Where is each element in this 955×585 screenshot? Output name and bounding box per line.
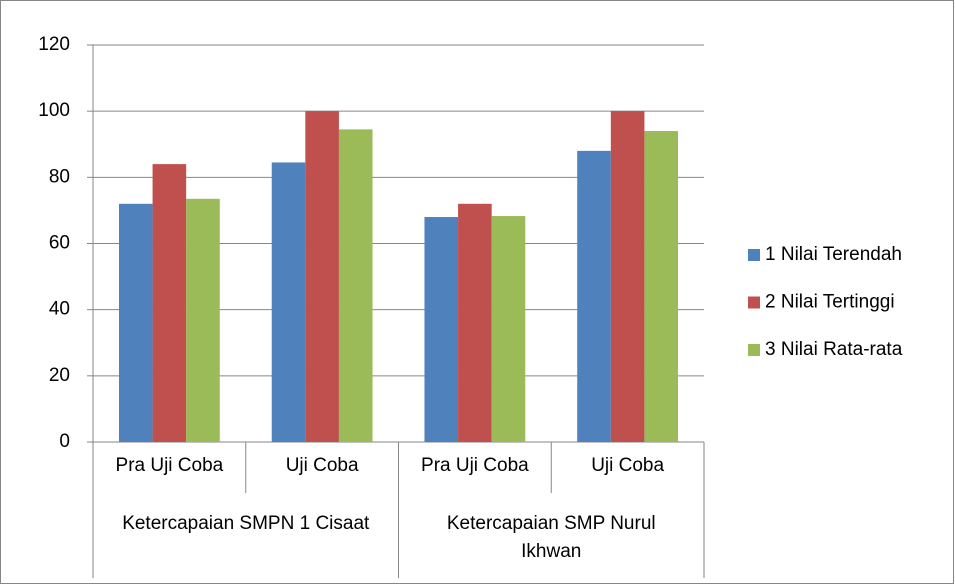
y-tick-label: 80: [49, 166, 70, 187]
group-label: Ketercapaian SMPN 1 Cisaat: [122, 513, 370, 534]
y-tick-label: 120: [38, 34, 70, 55]
bar: [644, 131, 679, 442]
legend-swatch: [748, 344, 760, 356]
legend-label: 1 Nilai Terendah: [765, 244, 902, 265]
y-tick-label: 40: [49, 299, 70, 320]
legend-label: 3 Nilai Rata-rata: [765, 339, 903, 360]
bar: [577, 150, 611, 442]
legend-swatch: [748, 296, 760, 309]
bar: [152, 164, 187, 442]
bar: [424, 217, 459, 442]
group-label: Ketercapaian SMP Nurul Ikhwan: [446, 513, 656, 562]
bar: [458, 203, 492, 442]
x-tick-label: Pra Uji Coba: [421, 455, 529, 476]
legend-swatch: [748, 249, 760, 261]
bar: [338, 129, 373, 443]
y-tick-label: 20: [49, 365, 70, 386]
x-tick-label: Pra Uji Coba: [115, 455, 224, 476]
bar: [186, 198, 220, 442]
legend-label: 2 Nilai Tertinggi: [765, 292, 895, 313]
x-tick-label: Uji Coba: [591, 455, 665, 476]
bar: [118, 203, 153, 442]
y-tick-label: 0: [59, 431, 70, 452]
bar: [305, 111, 339, 443]
bar: [271, 162, 306, 442]
bar: [610, 111, 645, 443]
x-tick-label: Uji Coba: [285, 455, 359, 476]
y-tick-label: 60: [49, 233, 70, 254]
bar: [491, 216, 526, 442]
y-tick-label: 100: [38, 100, 70, 121]
